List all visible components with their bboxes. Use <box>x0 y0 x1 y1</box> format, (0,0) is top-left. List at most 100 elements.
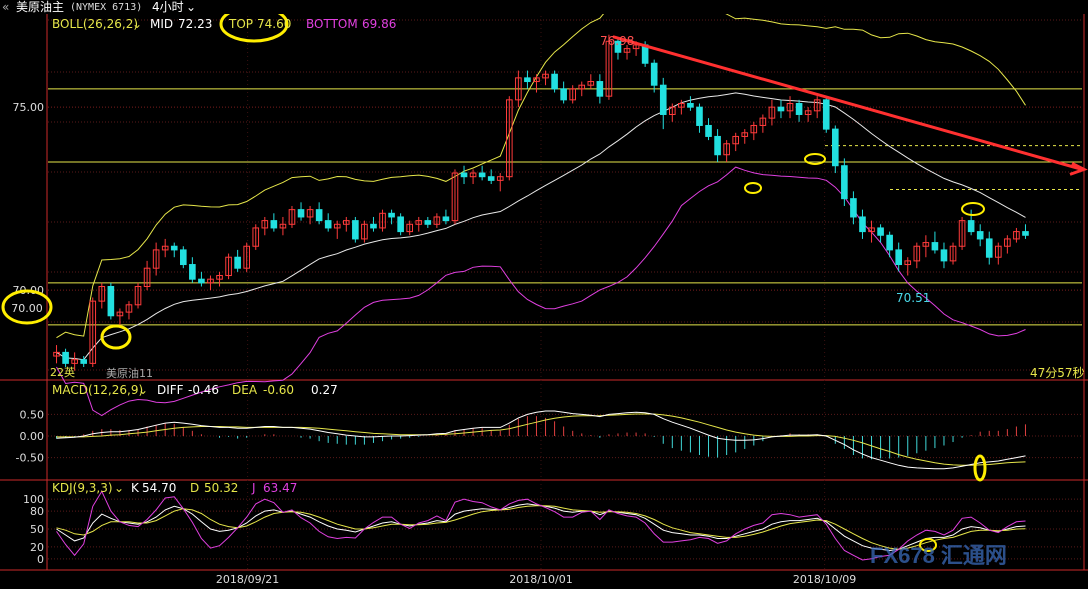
candle-body <box>125 304 133 313</box>
trend-arrow-icon <box>1069 162 1088 176</box>
macd-dea-line <box>56 413 1026 466</box>
candle-body <box>822 99 830 130</box>
boll-label[interactable]: BOLL(26,26,2) <box>52 17 139 31</box>
candle-body <box>478 172 486 178</box>
chevron-down-icon[interactable]: ⌄ <box>132 17 143 31</box>
candle-body <box>904 260 912 266</box>
candle-body <box>714 135 721 156</box>
candle-body <box>868 227 875 233</box>
kdj-y-tick: 20 <box>30 541 44 554</box>
candle-body <box>415 220 423 225</box>
title-bar: « 美原油主 (NYMEX 6713) 4小时 ⌄ <box>0 0 1088 14</box>
candle-body <box>967 220 975 233</box>
boll-mid-label: MID <box>150 17 174 31</box>
candle-body <box>768 106 776 119</box>
candle-body <box>759 117 767 126</box>
x-tick-label: 2018/09/21 <box>216 573 279 586</box>
boll-mid-line <box>56 92 1026 361</box>
chevron-down-icon[interactable]: ⌄ <box>138 383 149 397</box>
candle-body <box>433 216 441 225</box>
macd-dea-value: -0.60 <box>263 383 295 397</box>
candle-body <box>777 106 785 112</box>
period-selector[interactable]: 4小时 <box>152 0 184 14</box>
macd-value: 0.27 <box>311 383 338 397</box>
candle-body <box>306 209 314 218</box>
candle-body <box>288 209 296 225</box>
candle-body <box>895 249 903 266</box>
candle-body <box>668 106 676 115</box>
candle-body <box>949 245 957 262</box>
candle-body <box>985 238 993 258</box>
back-double-chevron-icon[interactable]: « <box>2 0 10 14</box>
candle-body <box>152 249 160 269</box>
candle-body <box>388 212 395 218</box>
candle-body <box>886 234 893 251</box>
candle-body <box>678 103 685 108</box>
candle-body <box>234 256 241 269</box>
candle-body <box>451 172 459 222</box>
candle-body <box>261 220 269 229</box>
boll-mid-value: 72.23 <box>178 17 213 31</box>
candle-body <box>53 351 60 357</box>
candle-body <box>850 198 857 218</box>
candle-body <box>270 220 278 229</box>
candle-body <box>107 286 115 317</box>
candle-body <box>732 135 740 145</box>
x-tick-label: 2018/10/01 <box>509 573 572 586</box>
boll-bottom-label: BOTTOM <box>306 17 358 31</box>
candle-body <box>795 103 803 115</box>
candle-body <box>505 99 513 178</box>
candle-body <box>469 172 477 178</box>
candle-body <box>379 212 386 229</box>
candle-body <box>397 216 404 233</box>
candle-body <box>1013 231 1020 240</box>
kdj-d-label: D <box>190 481 200 495</box>
candle-body <box>841 165 848 200</box>
candle-body <box>161 245 169 251</box>
candle-body <box>333 223 341 229</box>
high-price-label: 76.98 <box>600 34 635 48</box>
kdj-j-label: J <box>252 481 256 495</box>
chevron-down-icon[interactable]: ⌄ <box>186 0 197 14</box>
candle-body <box>659 84 667 115</box>
chevron-down-icon[interactable]: ⌄ <box>114 481 125 495</box>
candle-body <box>116 311 124 317</box>
highlight-ellipse <box>804 153 826 165</box>
candle-body <box>741 132 749 137</box>
candle-body <box>89 300 97 364</box>
candle-body <box>170 245 178 251</box>
boll-bottom-value: 69.86 <box>362 17 397 31</box>
candle-body <box>315 209 323 222</box>
candle-body <box>813 99 821 112</box>
candle-body <box>587 81 595 86</box>
kdj-k-label: K <box>131 481 139 495</box>
candle-body <box>134 286 142 306</box>
macd-diff-value: -0.46 <box>188 383 220 397</box>
macd-diff-label: DIFF <box>157 383 184 397</box>
candle-body <box>515 77 522 101</box>
boll-top-value: 74.60 <box>257 17 292 31</box>
kdj-label[interactable]: KDJ(9,3,3) <box>52 481 113 495</box>
candle-body <box>786 103 794 112</box>
candle-body <box>632 44 640 50</box>
contract-label-2: 美原油11 <box>106 367 153 380</box>
kdj-k-value: 54.70 <box>142 481 177 495</box>
low-price-label: 70.51 <box>896 291 931 305</box>
candle-body <box>687 103 694 108</box>
macd-label[interactable]: MACD(12,26,9) <box>52 383 144 397</box>
candle-body <box>62 351 69 364</box>
kdj-j-value: 63.47 <box>263 481 298 495</box>
candle-body <box>424 220 432 225</box>
candle-body <box>487 176 495 181</box>
candle-body <box>913 245 921 262</box>
candle-body <box>143 267 151 288</box>
candle-body <box>877 227 884 236</box>
candle-body <box>958 220 966 247</box>
candle-body <box>723 143 730 156</box>
candle-body <box>542 73 549 79</box>
trend-line <box>612 35 1083 171</box>
candle-body <box>940 249 948 262</box>
candle-body <box>352 220 359 240</box>
candle-body <box>324 220 332 229</box>
